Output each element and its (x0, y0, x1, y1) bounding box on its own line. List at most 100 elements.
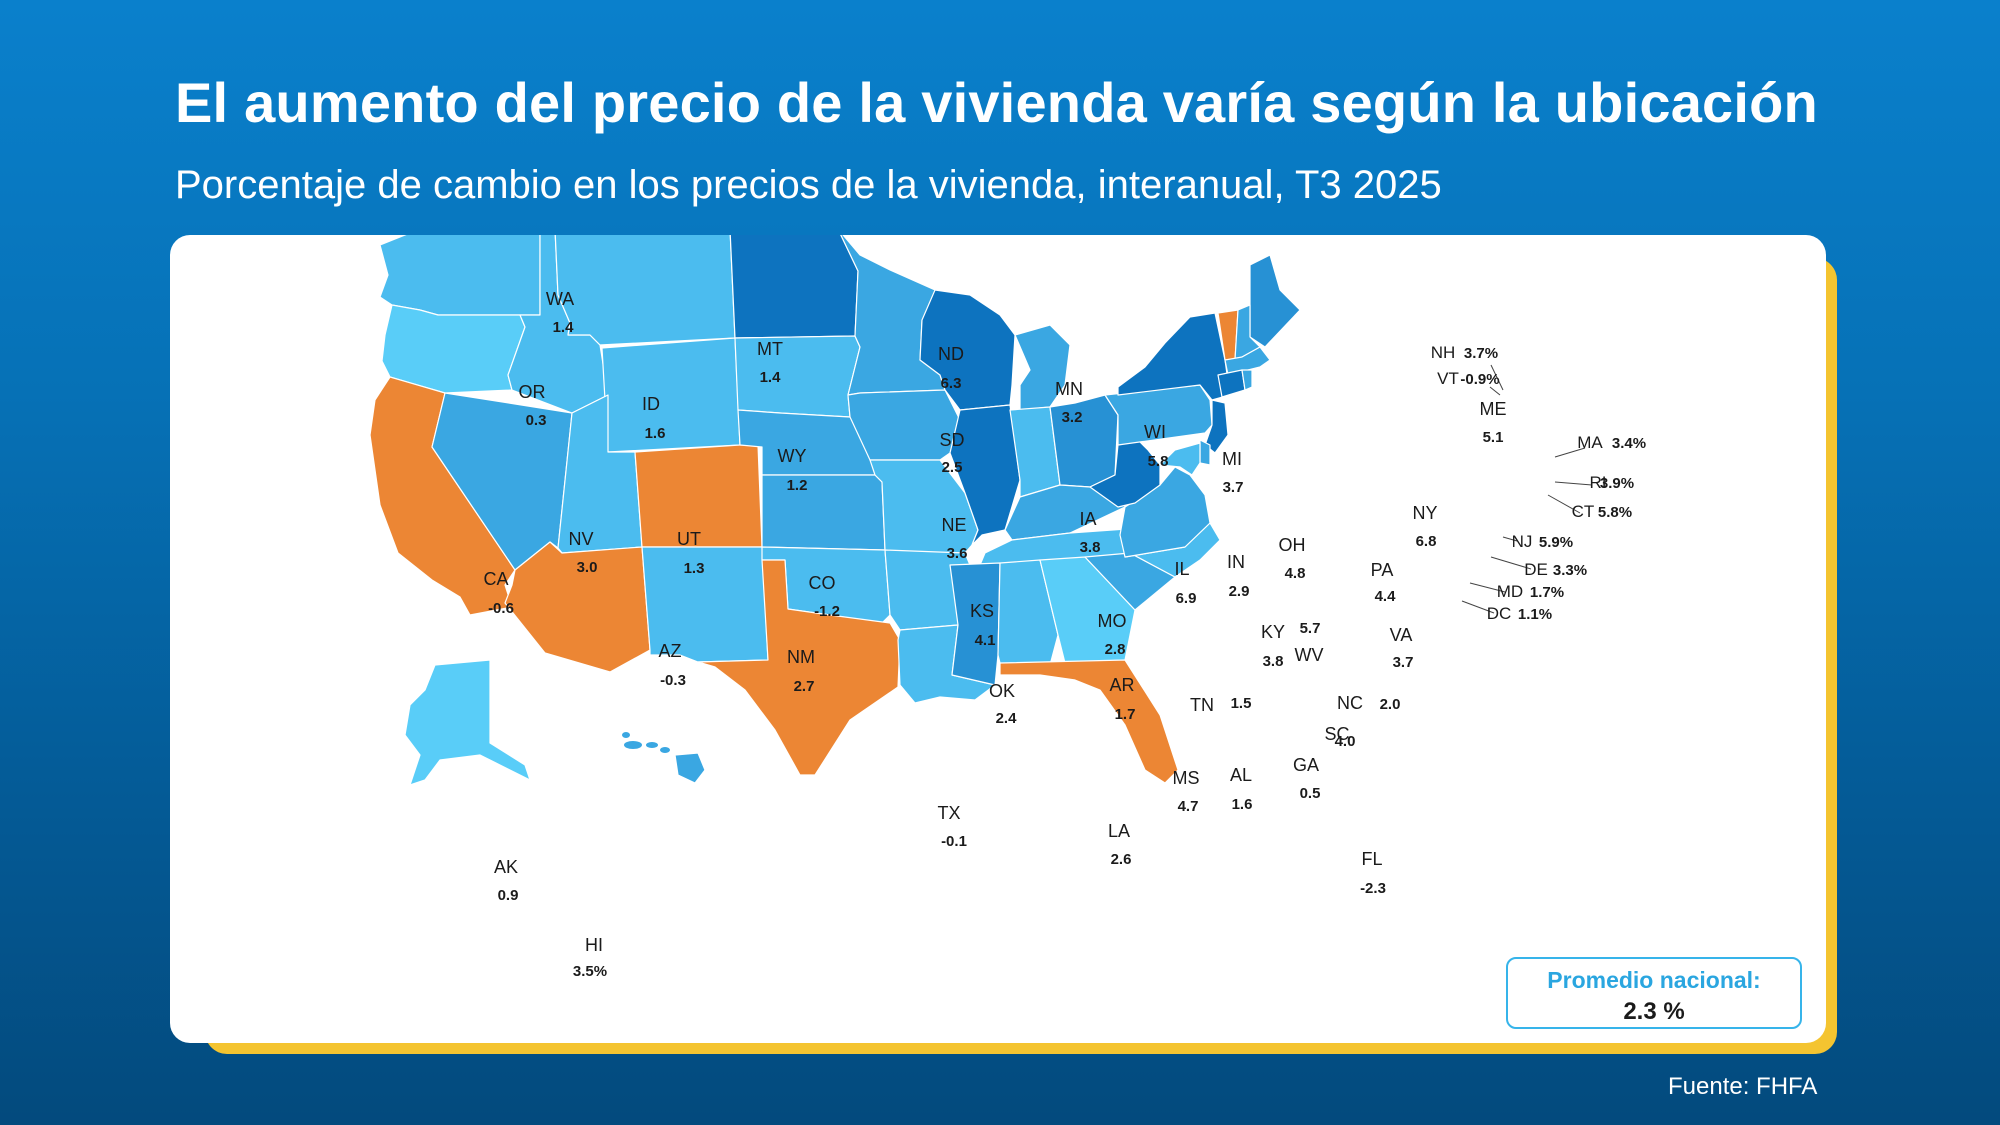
state-value-ny: 6.8 (1416, 533, 1437, 550)
state-value-ct: 5.8% (1598, 504, 1632, 521)
state-label-al: AL (1230, 765, 1252, 785)
state-fl (999, 659, 1179, 784)
state-value-ri: 3.9% (1600, 475, 1634, 492)
state-label-mi: MI (1222, 449, 1242, 469)
state-label-co: CO (809, 573, 836, 593)
state-oh (1049, 394, 1119, 488)
state-value-az: -0.3 (660, 672, 686, 689)
state-label-ks: KS (970, 601, 994, 621)
state-label-me: ME (1480, 399, 1507, 419)
state-value-ok: 2.4 (996, 710, 1018, 727)
leader-line-ri (1554, 481, 1593, 486)
state-label-sd: SD (939, 430, 964, 450)
state-value-tn: 1.5 (1231, 695, 1252, 712)
state-hi-island-2 (646, 742, 658, 748)
state-label-in: IN (1227, 552, 1245, 572)
state-value-ar: 1.7 (1115, 706, 1136, 723)
state-value-ne: 3.6 (947, 545, 968, 562)
map-card: WA 1.4 OR 0.3 ID 1.6 MT 1.4 WY 1.2 UT 1.3 NV 3.0 CA -0.… (170, 235, 1826, 1043)
state-label-nm: NM (787, 647, 815, 667)
state-label-il: IL (1174, 559, 1189, 579)
state-value-nh: 3.7% (1464, 345, 1498, 362)
state-wv (1089, 439, 1161, 508)
state-ms (949, 562, 1001, 686)
state-label-fl: FL (1361, 849, 1382, 869)
leader-line-nh (1490, 364, 1504, 391)
national-average-box: Promedio nacional: 2.3 % (1506, 957, 1802, 1029)
state-label-pa: PA (1371, 560, 1394, 580)
state-label-ar: AR (1109, 675, 1134, 695)
state-value-nv: 3.0 (577, 559, 598, 576)
state-value-dc: 1.1% (1518, 606, 1552, 623)
state-value-ak: 0.9 (498, 887, 519, 904)
state-label-mn: MN (1055, 379, 1083, 399)
state-value-id: 1.6 (645, 425, 666, 442)
state-value-nd: 6.3 (941, 375, 962, 392)
leader-line-de (1490, 556, 1532, 570)
state-label-ak: AK (494, 857, 518, 877)
state-value-va: 3.7 (1393, 654, 1414, 671)
state-label-ca: CA (483, 569, 508, 589)
state-label-wy: WY (778, 446, 807, 466)
state-value-in: 2.9 (1229, 583, 1250, 600)
state-wy (601, 337, 741, 453)
state-nj (1204, 399, 1229, 454)
leader-line-ma (1554, 447, 1586, 458)
state-label-ne: NE (941, 515, 966, 535)
state-value-nj: 5.9% (1539, 534, 1573, 551)
state-ct (1217, 369, 1246, 398)
state-value-sc: 4.0 (1335, 733, 1356, 750)
state-label-az: AZ (658, 641, 681, 661)
state-value-tx: -0.1 (941, 833, 967, 850)
state-ks (761, 474, 886, 551)
state-value-oh: 4.8 (1285, 565, 1306, 582)
leader-line-nj (1502, 536, 1518, 542)
state-value-co: -1.2 (814, 603, 840, 620)
state-label-ky: KY (1261, 622, 1285, 642)
state-value-or: 0.3 (526, 412, 547, 429)
state-value-mt: 1.4 (760, 369, 782, 386)
page-title: El aumento del precio de la vivienda var… (175, 71, 1818, 134)
state-hi-island-1 (624, 741, 642, 749)
state-label-wv: WV (1295, 645, 1324, 665)
state-value-de: 3.3% (1553, 562, 1587, 579)
state-label-tn: TN (1190, 695, 1214, 715)
state-label-ok: OK (989, 681, 1015, 701)
state-label-ms: MS (1173, 768, 1200, 788)
state-value-al: 1.6 (1232, 796, 1253, 813)
state-label-mo: MO (1098, 611, 1127, 631)
state-label-or: OR (519, 382, 546, 402)
state-label-tx: TX (937, 803, 960, 823)
state-label-nh: NH (1431, 343, 1456, 362)
state-label-va: VA (1390, 625, 1413, 645)
state-label-ut: UT (677, 529, 701, 549)
state-value-mn: 3.2 (1062, 409, 1083, 426)
leader-line-md (1469, 582, 1506, 593)
state-label-nc: NC (1337, 693, 1363, 713)
state-label-de: DE (1524, 560, 1548, 579)
state-hi-island-3 (660, 747, 670, 753)
state-label-la: LA (1108, 821, 1130, 841)
state-label-sc: SC (1324, 724, 1349, 744)
national-average-label: Promedio nacional: (1547, 967, 1761, 993)
state-md (1159, 442, 1201, 476)
state-or (381, 304, 526, 394)
state-value-wi: 5.8 (1148, 453, 1169, 470)
state-label-id: ID (642, 394, 660, 414)
state-label-md: MD (1497, 582, 1523, 601)
state-ak (404, 659, 531, 786)
state-label-ct: CT (1572, 502, 1595, 521)
state-value-wv: 5.7 (1300, 620, 1321, 637)
state-hi (674, 752, 706, 784)
state-value-ms: 4.7 (1178, 798, 1199, 815)
state-mt (554, 235, 736, 346)
state-value-mo: 2.8 (1105, 641, 1126, 658)
state-label-mt: MT (757, 339, 783, 359)
state-me (1249, 254, 1301, 348)
state-value-md: 1.7% (1530, 584, 1564, 601)
national-average-value: 2.3 % (1623, 998, 1685, 1025)
state-value-hi: 3.5% (573, 963, 607, 980)
state-label-nj: NJ (1512, 532, 1533, 551)
state-value-wy: 1.2 (787, 477, 808, 494)
state-label-dc: DC (1487, 604, 1512, 623)
